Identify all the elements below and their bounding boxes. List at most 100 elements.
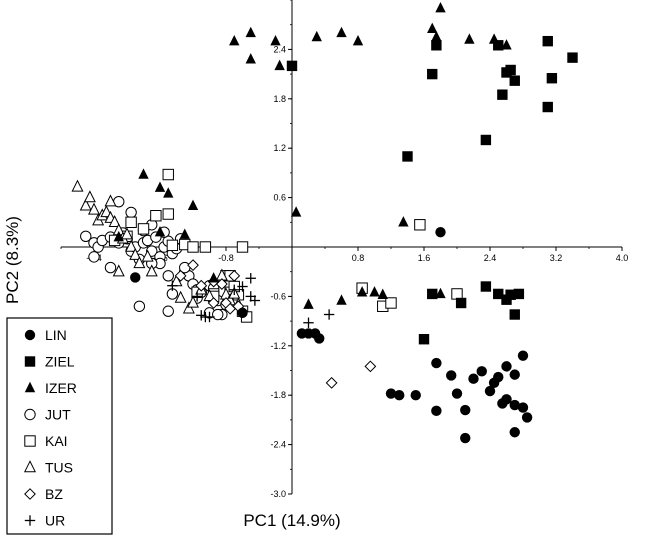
data-point-izer [154,181,166,192]
data-point-tus [174,290,187,303]
data-point-izer [427,22,438,34]
data-point-izer [336,294,347,305]
x-tick-label: 2.4 [484,253,497,263]
y-tick-label: -0.6 [270,291,286,301]
data-point-izer [398,216,409,227]
data-point-ur [167,280,178,291]
data-point-jut [212,308,224,321]
data-point-jut [162,305,174,317]
data-point-izer [138,168,149,179]
data-point-lin [501,361,512,372]
data-point-tus [141,249,154,262]
data-point-tus [120,227,134,240]
y-axis-ticks: 2.4 1.8 1.2 0.6 -0.6 -1.2 -1.8 -2.4 -3.0 [270,0,292,499]
data-point-kai [162,208,174,220]
data-point-lin [451,388,463,399]
data-point-izer [435,287,446,299]
legend-item-jut: JUT [24,407,71,423]
data-point-izer [356,286,368,297]
data-point-izer [303,298,314,309]
data-point-izer [270,34,281,46]
data-point-kai [187,241,199,253]
legend-box [6,317,113,535]
data-point-izer [311,30,322,42]
plot-area [71,2,578,444]
legend-marker-lin [24,329,36,341]
data-point-izer [352,34,364,46]
legend-marker-izer [24,381,36,393]
legend-marker-tus [23,460,37,473]
series-lin [130,226,533,444]
series-bz [174,259,377,389]
data-point-izer [245,53,256,64]
data-point-lin [476,366,487,377]
data-point-lin [468,373,479,384]
data-point-lin [509,369,520,380]
data-point-jut [80,230,92,242]
y-tick-label: -1.8 [270,390,286,400]
legend-label: UR [45,513,65,529]
data-point-kai [162,168,174,181]
data-point-ziel [480,134,492,146]
x-tick-label: -0.8 [218,253,234,263]
data-point-ziel [505,289,516,300]
data-point-tus [145,264,158,277]
y-tick-label: 2.4 [273,44,286,54]
data-point-tus [83,190,96,203]
data-point-ziel [546,73,558,84]
data-point-lin [410,390,421,401]
legend-label: BZ [45,486,63,502]
data-point-tus [71,179,84,192]
data-point-izer [435,2,446,13]
data-point-ur [237,281,248,292]
legend-marker-kai [24,435,36,447]
data-point-ziel [542,101,553,113]
data-point-izer [274,59,285,71]
data-point-jut [162,270,174,282]
data-point-tus [203,289,216,302]
y-tick-label: 1.8 [273,94,286,104]
data-point-ur [204,311,215,323]
legend-marker-jut [24,408,36,421]
data-point-lin [314,333,325,344]
x-axis-title: PC1 (14.9%) [243,511,340,530]
y-axis-title: PC2 (8.3%) [3,216,22,304]
data-point-kai [414,219,426,231]
data-point-ziel [427,68,438,80]
data-point-tus [129,247,142,260]
data-point-tus [104,194,117,207]
data-point-izer [336,26,347,38]
legend-label: IZER [45,380,77,396]
series-ziel [286,35,578,345]
data-point-jut [133,300,146,312]
data-point-izer [290,206,302,217]
data-point-ziel [509,309,520,320]
legend-marker-ur [24,515,36,526]
data-point-tus [87,202,101,215]
data-point-tus [79,198,92,211]
data-point-kai [236,241,249,253]
data-point-tus [125,239,138,252]
data-point-ziel [402,151,413,162]
data-point-lin [484,385,496,397]
data-point-lin [501,394,512,405]
data-point-izer [154,225,166,237]
data-point-izer [464,33,475,44]
data-point-izer [245,26,256,38]
data-point-lin [509,399,520,411]
data-point-izer [377,288,388,299]
data-point-izer [229,34,240,46]
y-tick-label: -3.0 [270,489,286,499]
data-point-ziel [480,281,492,292]
data-point-tus [186,295,200,308]
data-point-ziel [493,288,504,300]
legend-item-lin: LIN [24,327,67,343]
data-point-ziel [427,288,438,300]
data-point-kai [166,239,179,252]
data-point-izer [163,187,174,198]
data-point-ur [249,295,261,306]
data-point-tus [112,264,125,277]
legend-item-tus: TUS [23,460,73,476]
legend-label: TUS [45,460,73,476]
data-point-kai [385,297,397,309]
